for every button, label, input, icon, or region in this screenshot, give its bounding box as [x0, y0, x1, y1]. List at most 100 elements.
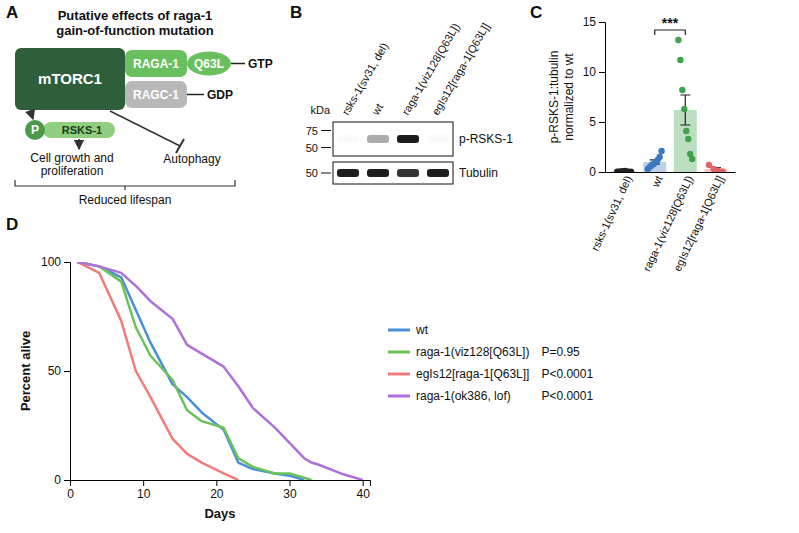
legend-swatch	[388, 395, 410, 398]
text-line: gain-of-function mutation	[56, 23, 213, 38]
row-label: Tubulin	[459, 166, 498, 180]
text-line: Cell growth and	[30, 151, 113, 165]
tick-mark	[64, 262, 70, 263]
marker-label: 50	[306, 142, 318, 154]
significance-label: ***	[662, 15, 679, 31]
panel-letter: B	[290, 3, 302, 22]
tick: 100	[41, 255, 70, 269]
lane-label: wt	[369, 101, 385, 117]
tick-mark	[363, 480, 364, 486]
tick: 40	[357, 480, 371, 501]
tick: egIs12[raga-1[Q63L]]	[671, 174, 726, 273]
y-axis: 051015	[583, 15, 606, 179]
survival-line	[77, 262, 304, 480]
connector	[231, 63, 245, 65]
output-label: Autophagy	[163, 152, 220, 166]
outcome-label: Reduced lifespan	[79, 193, 172, 207]
panel-letter: C	[530, 3, 542, 22]
rsks-box	[43, 122, 115, 138]
tick: 15	[583, 15, 605, 29]
error-bar	[680, 95, 690, 125]
point	[677, 57, 683, 63]
raga-box	[125, 50, 187, 77]
tick-label: 0	[589, 165, 596, 179]
mutation-label: Q63L	[194, 57, 224, 71]
p-value-label: P<0.0001	[541, 389, 593, 403]
band	[367, 135, 389, 143]
axis-title: Percent alive	[18, 331, 33, 411]
marker-tick	[321, 130, 331, 131]
panel-letter: A	[6, 3, 18, 22]
point	[683, 128, 689, 134]
band	[337, 135, 359, 143]
tick: 20	[210, 480, 224, 501]
tick-label: 0	[67, 487, 74, 501]
connector	[187, 94, 204, 96]
tick-label: 40	[357, 487, 371, 501]
legend-label: raga-1(ok386, lof)	[416, 389, 511, 403]
tick-label: wt	[649, 174, 665, 190]
phospho-circle	[25, 120, 45, 140]
marker-label: 50	[306, 167, 318, 179]
row-label: p-RSKS-1	[459, 132, 513, 146]
x-axis: 0 10 20 30 40	[67, 480, 370, 501]
point	[679, 87, 685, 93]
text-line: p-RSKS-1:tubulin	[547, 51, 561, 144]
p-value-label: P<0.0001	[541, 367, 593, 381]
figure: A B C D Putative effects of raga-1gain-of-fu…	[0, 0, 799, 533]
axis-line	[64, 263, 71, 481]
ragc-box	[125, 81, 187, 108]
lane-label: egIs12[raga-1[Q63L]]	[429, 21, 491, 117]
legend-swatch	[388, 351, 410, 354]
survival-line	[77, 262, 362, 480]
tick-mark	[599, 22, 605, 23]
tick-label: 10	[583, 65, 597, 79]
tick: 0	[67, 480, 74, 501]
tick-mark	[599, 72, 605, 73]
rsks-label: RSKS-1	[62, 124, 102, 136]
panel-a: Putative effects of raga-1gain-of-functi…	[15, 8, 273, 207]
output-label: Cell growth andproliferation	[30, 151, 113, 178]
gtp-label: GTP	[248, 57, 273, 71]
tick-label: 30	[283, 487, 297, 501]
panel-b: rsks-1(sv31, del)wtraga-1(viz128[Q63L])e…	[306, 21, 514, 184]
phospho-label: P	[31, 123, 39, 137]
point	[675, 37, 681, 43]
marker-tick	[321, 173, 331, 174]
tick-mark	[599, 122, 605, 123]
tick-label: 100	[41, 255, 61, 269]
band	[337, 169, 359, 177]
blot-frame	[333, 162, 453, 184]
tick-label: 20	[210, 487, 224, 501]
tick-mark	[216, 480, 217, 486]
band	[427, 135, 449, 143]
legend: wtraga-1(viz128[Q63L])egIs12[raga-1[Q63L…	[388, 323, 593, 403]
panel-letter: D	[6, 215, 18, 234]
tick-label: 15	[583, 15, 597, 29]
ragc-label: RAGC-1	[133, 88, 179, 102]
p-value-label: P=0.95	[541, 345, 580, 359]
survival-line	[77, 262, 311, 480]
point	[685, 136, 691, 142]
point	[656, 154, 662, 160]
tick: wt	[649, 174, 665, 190]
legend-swatch	[388, 329, 410, 332]
band	[397, 169, 419, 177]
tick-label: 10	[137, 487, 151, 501]
arrow	[78, 139, 80, 149]
tick-label: rsks-1(sv31, del)	[589, 174, 634, 253]
tick-mark	[64, 480, 70, 481]
tick-mark	[70, 480, 71, 486]
point	[681, 106, 687, 112]
tick: 50	[48, 364, 70, 378]
lane-label: raga-1(viz128[Q63L])	[399, 21, 461, 117]
x-axis: rsks-1(sv31, del)wtraga-1(viz128[Q63L])e…	[589, 173, 736, 274]
axis-line	[606, 172, 736, 173]
survival-line	[77, 262, 238, 480]
text-line: proliferation	[41, 164, 104, 178]
band	[397, 135, 419, 143]
unit-label: kDa	[310, 104, 330, 116]
point	[628, 168, 634, 172]
tick-mark	[143, 480, 144, 486]
gdp-label: GDP	[207, 88, 233, 102]
